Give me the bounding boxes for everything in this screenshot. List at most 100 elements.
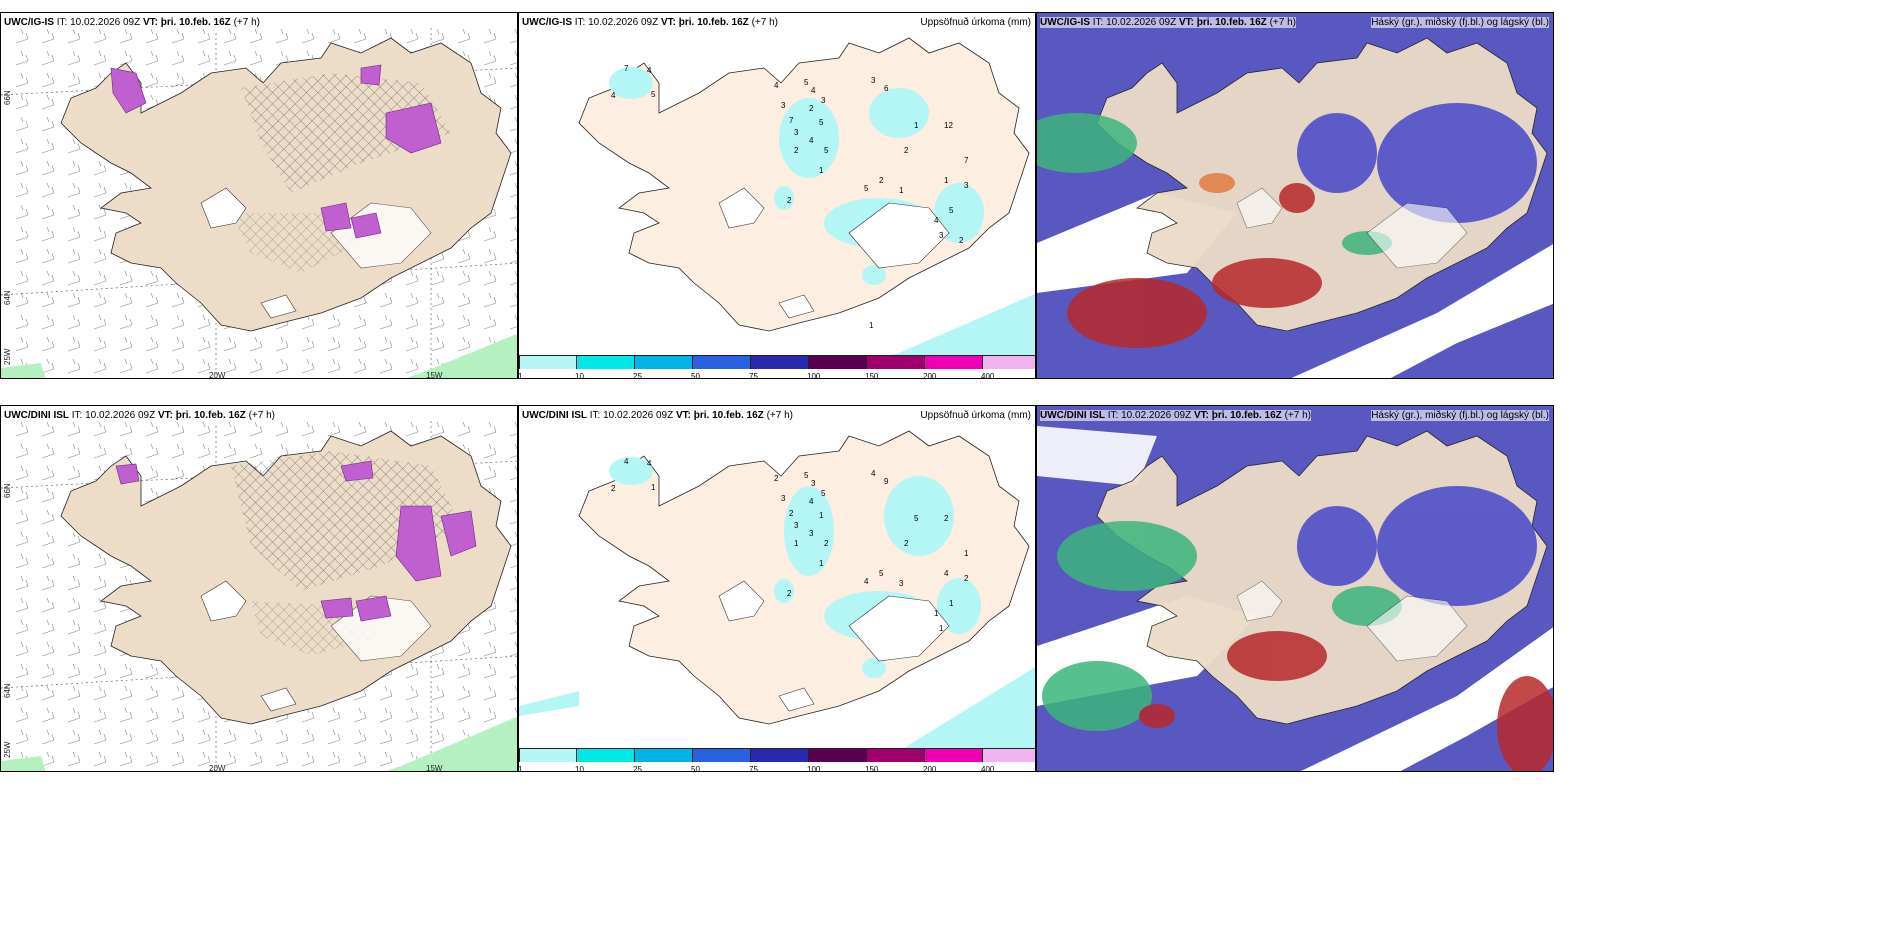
wind-barb-mark: [145, 314, 159, 330]
precip-value-label: 4: [809, 136, 814, 145]
wind-barb-mark: [93, 358, 107, 374]
wind-barb-mark: [327, 314, 341, 330]
wind-barb-mark: [275, 729, 289, 745]
wind-barb-mark: [41, 729, 55, 745]
wind-barb-mark: [353, 336, 367, 352]
precip-value-label: 4: [809, 497, 814, 506]
wind-barb-mark: [353, 358, 367, 374]
precip-value-label: 5: [821, 489, 826, 498]
wind-barb-mark: [41, 314, 55, 330]
wind-barb-mark: [483, 292, 497, 308]
wind-barb-mark: [483, 28, 497, 44]
precip-value-label: 1: [819, 511, 824, 520]
wind-barb-mark: [93, 336, 107, 352]
precip-value-label: 1: [934, 609, 939, 618]
precip-value-label: 12: [944, 121, 953, 130]
precip-value-label: 4: [611, 91, 616, 100]
wind-barb-mark: [509, 28, 517, 44]
precip-value-label: 7: [964, 156, 969, 165]
wind-barb-mark: [249, 358, 263, 374]
wind-barb-mark: [93, 751, 107, 767]
wind-barb-mark: [353, 28, 367, 44]
wind-barb-mark: [457, 248, 471, 264]
lat-label-64: 64N: [3, 683, 12, 698]
precip-value-label: 3: [821, 96, 826, 105]
wind-barb-mark: [275, 421, 289, 437]
precip-value-label: 4: [624, 457, 629, 466]
wind-barb-mark: [67, 336, 81, 352]
wind-barb-mark: [249, 443, 263, 459]
wind-barb-mark: [119, 358, 133, 374]
wind-barb-mark: [275, 358, 289, 374]
wind-barb-mark: [483, 314, 497, 330]
wind-barb-mark: [379, 751, 393, 767]
wind-barb-mark: [275, 336, 289, 352]
wind-barb-mark: [171, 729, 185, 745]
precip-value-label: 1: [651, 483, 656, 492]
wind-barb-mark: [431, 707, 445, 723]
wind-barb-mark: [249, 729, 263, 745]
wind-barb-mark: [223, 358, 237, 374]
wind-barb-mark: [509, 226, 517, 242]
wind-barb-mark: [15, 597, 29, 613]
wind-barb-mark: [41, 248, 55, 264]
wind-barb-mark: [67, 531, 81, 547]
wind-barb-mark: [509, 663, 517, 679]
wind-barb-mark: [41, 336, 55, 352]
wind-barb-mark: [457, 336, 471, 352]
wind-barb-mark: [93, 28, 107, 44]
precip-value-label: 1: [869, 321, 874, 330]
wind-barb-mark: [41, 160, 55, 176]
precip-value-label: 4: [871, 469, 876, 478]
wind-barb-mark: [93, 292, 107, 308]
wind-barb-mark: [67, 575, 81, 591]
wind-barb-mark: [145, 72, 159, 88]
wind-barb-mark: [249, 421, 263, 437]
wind-barb-mark: [457, 641, 471, 657]
precip-value-label: 1: [899, 186, 904, 195]
colorbar-segment: 10: [575, 748, 634, 771]
wind-barb-mark: [93, 204, 107, 220]
colorbar-segment: 50: [691, 748, 750, 771]
wind-barb-mark: [509, 685, 517, 701]
wind-barb-mark: [431, 270, 445, 286]
wind-barb-mark: [67, 358, 81, 374]
wind-barb-mark: [41, 751, 55, 767]
colorbar-segment: 1: [519, 748, 576, 771]
colorbar-segment: 50: [691, 355, 750, 378]
colorbar-segment: 25: [633, 748, 692, 771]
wind-barb-mark: [197, 50, 211, 66]
wind-barb-mark: [145, 358, 159, 374]
wind-barb-mark: [405, 314, 419, 330]
wind-barb-mark: [223, 729, 237, 745]
lon-label-15: 15W: [426, 764, 443, 772]
colorbar-label: 50: [691, 765, 700, 772]
colorbar-label: 100: [807, 765, 821, 772]
wind-barb-mark: [509, 138, 517, 154]
wind-barb-mark: [457, 292, 471, 308]
precip-value-label: 1: [819, 166, 824, 175]
wind-barb-mark: [15, 443, 29, 459]
wind-barb-mark: [93, 160, 107, 176]
precip-value-label: 5: [864, 184, 869, 193]
wind-barb-mark: [457, 314, 471, 330]
wind-barb-mark: [41, 116, 55, 132]
wind-barb-mark: [301, 336, 315, 352]
lon-label-20: 20W: [209, 764, 226, 772]
wind-barb-mark: [353, 707, 367, 723]
wind-barb-mark: [457, 685, 471, 701]
wind-barb-mark: [483, 641, 497, 657]
wind-barb-mark: [119, 292, 133, 308]
panel-top-mid-precip-map: UWC/IG-IS IT: 10.02.2026 09Z VT: þri. 10…: [518, 12, 1036, 379]
wind-barb-mark: [15, 50, 29, 66]
wind-barb-mark: [67, 465, 81, 481]
colorbar-segment: 75: [749, 748, 808, 771]
precip-value-label: 3: [939, 231, 944, 240]
wind-barb-mark: [171, 465, 185, 481]
wind-barb-mark: [119, 751, 133, 767]
wind-barb-mark: [379, 292, 393, 308]
wind-barb-mark: [93, 575, 107, 591]
wind-barb-mark: [93, 685, 107, 701]
precip-value-label: 1: [914, 121, 919, 130]
wind-barb-mark: [67, 226, 81, 242]
